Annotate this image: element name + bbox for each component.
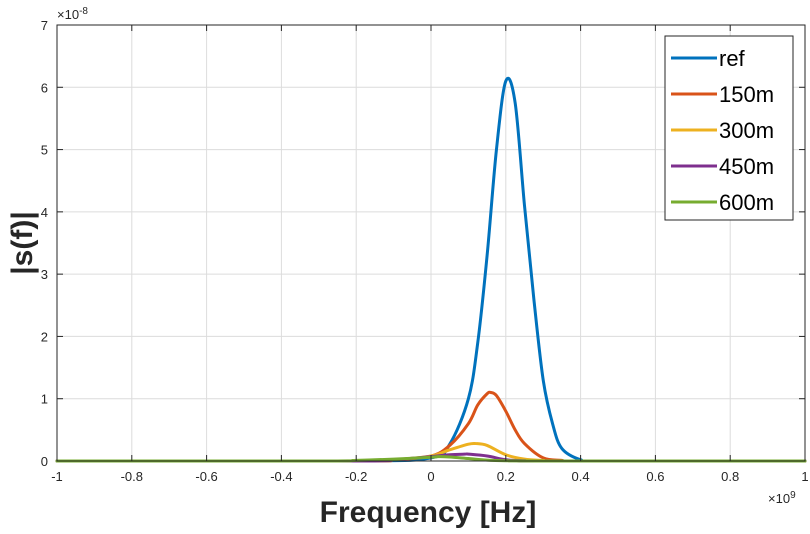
y-tick-label: 3 <box>41 267 48 282</box>
x-tick-label: 0.6 <box>646 469 664 484</box>
x-tick-label: 0 <box>427 469 434 484</box>
y-tick-label: 5 <box>41 143 48 158</box>
legend-label: 450m <box>719 154 774 179</box>
x-exponent: ×109 <box>768 490 796 506</box>
y-axis-title: |s(f)| <box>6 211 39 274</box>
x-tick-label: -0.6 <box>195 469 217 484</box>
x-tick-label: -0.2 <box>345 469 367 484</box>
y-tick-label: 7 <box>41 18 48 33</box>
legend-label: 300m <box>719 118 774 143</box>
y-tick-label: 0 <box>41 454 48 469</box>
x-tick-label: 0.4 <box>572 469 590 484</box>
legend-label: 150m <box>719 82 774 107</box>
ticks: -1 -0.8 -0.6 -0.4 -0.2 0 0.2 0.4 0.6 0.8 1 0 1 2 3 4 5 6 7 <box>41 18 809 484</box>
x-tick-label: -1 <box>51 469 63 484</box>
legend-label: ref <box>719 46 746 71</box>
y-tick-label: 2 <box>41 329 48 344</box>
x-tick-label: -0.4 <box>270 469 292 484</box>
y-tick-label: 1 <box>41 392 48 407</box>
x-tick-label: 0.8 <box>721 469 739 484</box>
y-exponent: ×10-8 <box>57 6 88 22</box>
x-tick-label: 1 <box>801 469 808 484</box>
x-tick-label: -0.8 <box>121 469 143 484</box>
legend-box <box>664 35 794 221</box>
x-axis-title: Frequency [Hz] <box>320 496 537 529</box>
y-tick-label: 6 <box>41 80 48 95</box>
legend-label: 600m <box>719 190 774 215</box>
y-tick-label: 4 <box>41 205 48 220</box>
legend: ref 150m 300m 450m 600m <box>664 35 794 221</box>
x-tick-label: 0.2 <box>497 469 515 484</box>
